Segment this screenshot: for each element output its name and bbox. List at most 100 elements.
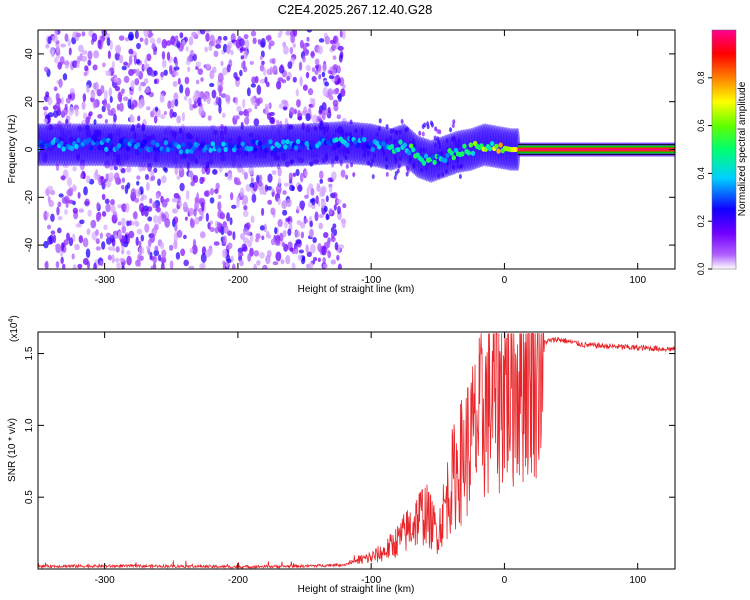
spectrogram-noise-blob <box>129 115 135 124</box>
snr-xtick-label: 100 <box>629 575 646 586</box>
spectrogram-noise-blob <box>314 64 319 70</box>
spectrogram-band-core <box>89 145 94 151</box>
spectrogram-noise-blob <box>101 62 106 68</box>
spectrogram-noise-blob <box>285 217 291 222</box>
spectrogram-noise-blob <box>107 109 114 116</box>
spectrogram-noise-blob <box>265 35 272 41</box>
spectrogram-noise-blob <box>80 173 84 179</box>
spectrogram-noise-blob <box>332 55 337 60</box>
spectrogram-noise-blob <box>50 230 56 235</box>
spectrogram-band-core <box>344 142 350 148</box>
spectrogram-noise-blob <box>297 116 303 121</box>
snr-line <box>38 333 675 569</box>
spectrogram-noise-blob <box>314 69 319 75</box>
spectrogram-band-core <box>272 147 277 154</box>
colorbar-ticks: 0.0 0.2 0.4 0.6 0.8 <box>696 72 712 275</box>
spectrogram-band-core <box>97 144 103 151</box>
spectrogram-band-core <box>398 139 403 145</box>
spectrogram-noise-blob <box>243 49 248 60</box>
spectrogram-noise-blob <box>238 110 244 116</box>
spectrogram-noise-blob <box>239 187 245 197</box>
spectrogram-noise-blob <box>325 195 329 203</box>
spectrogram-noise-blob <box>315 195 319 205</box>
spectrogram-noise-blob <box>236 105 242 112</box>
spectrogram-noise-blob <box>68 237 74 247</box>
spectrogram-noise-blob <box>248 166 254 176</box>
spectrogram-band-core <box>466 150 471 156</box>
spectrogram-noise-blob <box>299 76 303 87</box>
spectrogram-noise-blob <box>140 97 145 106</box>
spectrogram-noise-blob <box>83 71 88 77</box>
spectrogram-band-core <box>276 143 282 149</box>
spectrogram-noise-blob <box>209 34 215 45</box>
spectrogram-noise-blob <box>81 49 88 55</box>
spectrogram-noise-blob <box>300 204 305 211</box>
spectrogram-noise-blob <box>294 248 299 253</box>
spectrogram-noise-blob <box>232 231 236 241</box>
spectrogram-band-core <box>86 137 92 143</box>
spectrogram-noise-blob <box>317 257 321 263</box>
spectrogram-noise-blob <box>172 80 178 88</box>
spectrogram-noise-blob <box>277 197 282 205</box>
snr-xtick-label: -300 <box>95 575 115 586</box>
spectrogram-noise-blob <box>292 43 296 48</box>
spectrogram-noise-blob <box>99 260 104 267</box>
spectrogram-noise-blob <box>126 249 131 256</box>
spectrogram-noise-blob <box>213 50 219 58</box>
spectrogram-noise-blob <box>205 249 212 258</box>
spectrogram-band-core <box>249 146 254 152</box>
spectrogram-noise-blob <box>434 126 438 132</box>
spectrogram-noise-blob <box>199 30 206 35</box>
spectrogram-band-core <box>150 139 156 146</box>
spectrogram-noise-blob <box>137 253 141 263</box>
spectrogram-noise-blob <box>153 167 158 174</box>
spectrogram-ytick-label: -20 <box>24 190 35 205</box>
spectrogram-noise-blob <box>259 55 263 61</box>
spectrogram-noise-blob <box>88 111 93 117</box>
spectrogram-noise-blob <box>217 201 222 211</box>
spectrogram-noise-blob <box>227 242 233 250</box>
colorbar-label: Normalized spectral amplitude <box>737 81 748 216</box>
spectrogram-noise-blob <box>188 97 192 106</box>
spectrogram-noise-blob <box>309 97 314 104</box>
spectrogram-noise-blob <box>122 96 129 102</box>
spectrogram-band-core <box>281 139 286 145</box>
spectrogram-noise-blob <box>200 77 204 82</box>
spectrogram-noise-blob <box>274 227 278 235</box>
spectrogram-band-core <box>402 142 407 148</box>
spectrogram-noise-blob <box>251 193 257 203</box>
spectrogram-noise-blob <box>113 113 117 123</box>
spectrogram-noise-blob <box>105 70 112 77</box>
spectrogram-noise-blob <box>270 238 276 246</box>
spectrogram-noise-blob <box>319 178 324 184</box>
spectrogram-noise-blob <box>198 207 203 216</box>
spectrogram-noise-blob <box>239 232 246 240</box>
spectrogram-noise-blob <box>136 180 140 186</box>
spectrogram-noise-blob <box>227 172 233 181</box>
spectrogram-noise-blob <box>385 171 389 177</box>
spectrogram-noise-blob <box>302 55 306 63</box>
spectrogram-band-core <box>161 148 167 155</box>
spectrogram-noise-blob <box>241 200 246 206</box>
spectrogram-band-core <box>178 149 184 155</box>
spectrogram-noise-blob <box>79 219 85 225</box>
spectrogram-noise-blob <box>149 198 153 204</box>
spectrogram-noise-blob <box>135 188 141 198</box>
spectrogram-noise-blob <box>175 252 181 260</box>
snr-ytick-label: 0.5 <box>24 490 35 504</box>
spectrogram-noise-blob <box>317 243 322 252</box>
spectrogram-noise-blob <box>251 76 257 84</box>
spectrogram-noise-blob <box>47 96 53 106</box>
spectrogram-noise-blob <box>241 243 248 252</box>
spectrogram-noise-blob <box>311 75 317 82</box>
spectrogram-noise-blob <box>169 64 173 75</box>
spectrogram-noise-blob <box>60 175 66 181</box>
spectrogram-noise-blob <box>213 241 220 246</box>
spectrogram-noise-blob <box>345 174 349 180</box>
spectrogram-band-core <box>443 157 448 164</box>
spectrogram-noise-blob <box>54 57 59 64</box>
spectrogram-noise-blob <box>173 216 179 224</box>
spectrogram-noise-blob <box>45 43 50 49</box>
spectrogram-noise-blob <box>295 239 302 245</box>
